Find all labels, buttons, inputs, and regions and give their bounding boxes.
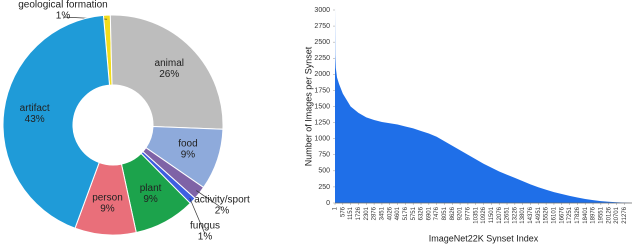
x-tick-label: 6901 (426, 206, 432, 220)
x-tick-label: 18976 (591, 206, 597, 223)
x-tick-label: 8051 (442, 206, 448, 220)
slice-value-label: 1% (198, 232, 213, 243)
x-tick-label: 17826 (575, 206, 581, 223)
x-tick-label: 13226 (512, 206, 518, 223)
x-tick-label: 1151 (348, 206, 354, 220)
x-tick-label: 9776 (466, 206, 472, 220)
slice-value-label: 2% (215, 206, 230, 217)
slice-value-label: 9% (181, 150, 196, 161)
pie-slice (109, 14, 224, 130)
pie-slice (2, 14, 111, 229)
x-tick-label: 15526 (544, 206, 550, 223)
x-tick-label: 2301 (364, 206, 370, 220)
x-tick-label: 16101 (552, 206, 558, 223)
y-tick-label: 2750 (314, 23, 330, 30)
y-tick-label: 250 (318, 184, 330, 191)
x-tick-label: 13801 (520, 206, 526, 223)
slice-label: activity/sport (194, 195, 250, 206)
area (335, 6, 632, 203)
y-axis-label: Number of Images per Synset (303, 46, 313, 166)
x-tick-label: 4026 (387, 206, 393, 220)
y-tick-label: 1250 (314, 119, 330, 126)
slice-value-label: 9% (143, 194, 158, 205)
slice-label: geological formation (18, 0, 108, 11)
x-tick-label: 17251 (567, 206, 573, 223)
y-tick-label: 3000 (314, 7, 330, 14)
x-tick-label: 20701 (614, 206, 620, 223)
leader-line (189, 197, 206, 235)
slice-label: food (178, 139, 197, 150)
slice-label: fungus (190, 221, 220, 232)
x-tick-label: 5176 (403, 206, 409, 220)
x-tick-label: 9201 (458, 206, 464, 220)
y-tick-label: 2000 (314, 71, 330, 78)
slice-value-label: 9% (100, 203, 115, 214)
x-tick-label: 7476 (434, 206, 440, 220)
x-tick-label: 20126 (606, 206, 612, 223)
slice-value-label: 43% (25, 114, 45, 125)
x-tick-label: 2876 (372, 206, 378, 220)
x-tick-label: 4601 (395, 206, 401, 220)
x-tick-label: 8626 (450, 206, 456, 220)
x-tick-label: 6326 (419, 206, 425, 220)
slice-label: plant (140, 183, 162, 194)
x-tick-label: 11501 (489, 206, 495, 223)
x-tick-label: 1 (333, 206, 339, 210)
area-chart: 0 250 500 750 1000 1250 1500 1750 2000 2250 2500 27… (303, 6, 632, 243)
x-tick-label: 14376 (528, 206, 534, 223)
y-tick-label: 1500 (314, 103, 330, 110)
x-tick-label: 576 (340, 206, 346, 217)
y-tick-label: 2500 (314, 39, 330, 46)
slice-label: animal (155, 58, 184, 69)
slice-value-label: 26% (159, 69, 179, 80)
y-tick-label: 500 (318, 168, 330, 175)
y-tick-label: 1000 (314, 136, 330, 143)
y-tick-label: 0 (326, 200, 330, 207)
x-tick-label: 21276 (622, 206, 628, 223)
leader-line (196, 190, 223, 209)
y-tick-label: 2250 (314, 55, 330, 62)
y-tick-label: 750 (318, 152, 330, 159)
x-tick-label: 5751 (411, 206, 417, 220)
slice-label: artifact (20, 103, 50, 114)
x-tick-label: 12651 (505, 206, 511, 223)
x-tick-label: 1726 (356, 206, 362, 220)
slice-value-label: 1% (56, 11, 71, 22)
y-tick-label: 1750 (314, 87, 330, 94)
x-tick-label: 10926 (481, 206, 487, 223)
x-tick-label: 19551 (598, 206, 604, 223)
x-axis-label: ImageNet22K Synset Index (429, 233, 539, 243)
x-tick-label: 10351 (473, 206, 479, 223)
x-tick-label: 18401 (583, 206, 589, 223)
pie-chart: geological formation1%animal26%food9%act… (2, 0, 250, 243)
slice-label: person (92, 192, 123, 203)
x-tick-label: 12076 (497, 206, 503, 223)
x-tick-label: 14951 (536, 206, 542, 223)
x-tick-label: 16676 (559, 206, 565, 223)
x-tick-label: 3451 (379, 206, 385, 220)
